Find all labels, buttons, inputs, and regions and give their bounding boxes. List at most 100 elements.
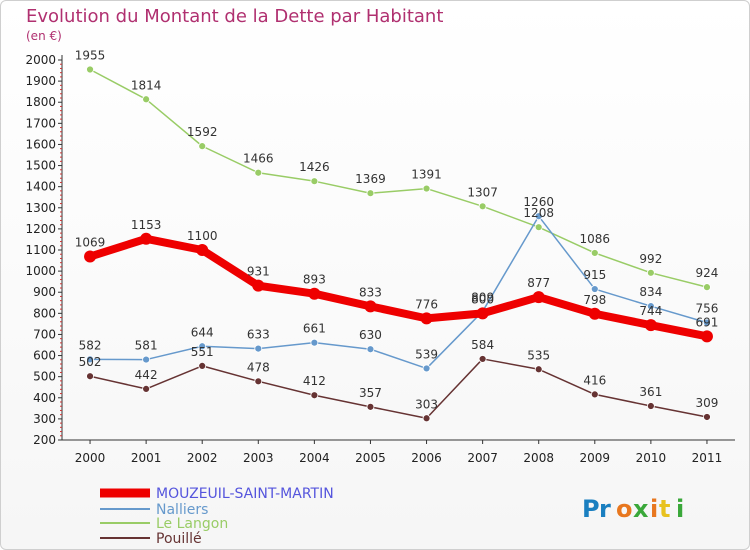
data-point [254,377,263,386]
legend-label: Le Langon [156,516,228,532]
data-point [198,142,207,151]
y-tick-label: 1700 [25,116,56,130]
data-label: 633 [247,328,270,342]
data-label: 915 [583,268,606,282]
data-point [142,355,151,364]
data-point [420,312,433,325]
y-tick-label: 1100 [25,243,56,257]
data-label: 756 [696,302,719,316]
data-point [422,184,431,193]
data-point [700,330,713,343]
data-point [590,285,599,293]
series-line [89,215,708,370]
y-tick-label: 400 [33,391,56,405]
y-tick-label: 700 [33,327,56,341]
data-label: 1391 [411,168,442,182]
y-tick-label: 1200 [25,222,56,236]
x-tick-label: 2010 [636,451,667,465]
data-point [86,355,94,364]
data-label: 992 [639,252,662,266]
x-tick-label: 2005 [355,451,386,465]
y-tick-label: 600 [33,349,56,363]
logo-letter: P [582,495,600,523]
data-label: 303 [415,397,438,411]
y-tick-label: 1300 [25,201,56,215]
data-label: 800 [471,292,494,306]
y-tick-label: 1600 [25,137,56,151]
data-point [140,232,153,245]
data-point [366,189,375,198]
data-point [252,279,265,292]
data-label: 412 [303,374,326,388]
data-point [534,223,543,232]
data-label: 584 [471,338,494,352]
data-label: 442 [135,368,158,382]
data-point [644,319,657,332]
data-label: 691 [696,315,719,329]
y-tick-label: 1000 [25,264,56,278]
data-point [422,364,431,373]
data-point [646,402,655,410]
data-point [478,355,487,363]
logo-letter: t [659,495,670,523]
data-point [310,177,319,186]
y-tick-label: 800 [33,306,56,320]
data-label: 893 [303,273,326,287]
data-point [476,307,489,320]
data-label: 1369 [355,172,386,186]
x-tick-label: 2011 [692,451,723,465]
data-label: 1307 [467,185,498,199]
series-line [89,358,708,420]
data-label: 539 [415,347,438,361]
x-tick-label: 2006 [411,451,442,465]
data-point [364,300,377,313]
data-point [703,283,711,292]
data-label: 502 [79,355,102,369]
logo-letter: o [616,495,633,523]
logo-letter: x [633,495,649,523]
data-point [142,95,151,104]
data-label: 1955 [75,49,106,63]
data-label: 1592 [187,125,218,139]
data-point [646,268,655,277]
data-label: 1100 [187,229,218,243]
data-point [86,372,94,381]
data-point [534,212,543,221]
data-point [703,413,711,421]
data-point [366,345,375,354]
data-point [310,391,319,400]
data-point [254,344,263,353]
data-label: 776 [415,297,438,311]
data-point [478,202,487,211]
data-label: 581 [135,339,158,353]
x-tick-label: 2002 [187,451,218,465]
data-point [84,250,97,263]
y-tick-label: 1400 [25,180,56,194]
data-label: 661 [303,322,326,336]
data-label: 1086 [580,232,611,246]
data-label: 1260 [523,195,554,209]
series-line [89,68,708,288]
unit-label: (en €) [26,29,62,43]
data-point [590,390,599,399]
data-point [422,414,431,423]
x-tick-label: 2009 [580,451,611,465]
y-tick-label: 1900 [25,74,56,88]
x-tick-label: 2003 [243,451,274,465]
data-point [310,338,319,347]
data-labels: 1069 1153 1100 931 893 833 776 800 877 798 744 691 5… [75,49,719,412]
logo-letter: r [599,495,611,523]
data-point [590,249,599,257]
data-label: 630 [359,328,382,342]
data-label: 416 [583,373,606,387]
data-point [588,307,601,320]
data-point [366,402,375,411]
series-line [86,234,711,341]
axes: 200 300 400 500 600 700 800 900 1000 1100 1200 1300… [25,53,735,465]
logo-letter: i [676,495,684,523]
legend-label: MOUZEUIL-SAINT-MARTIN [156,486,334,502]
data-label: 1426 [299,160,330,174]
